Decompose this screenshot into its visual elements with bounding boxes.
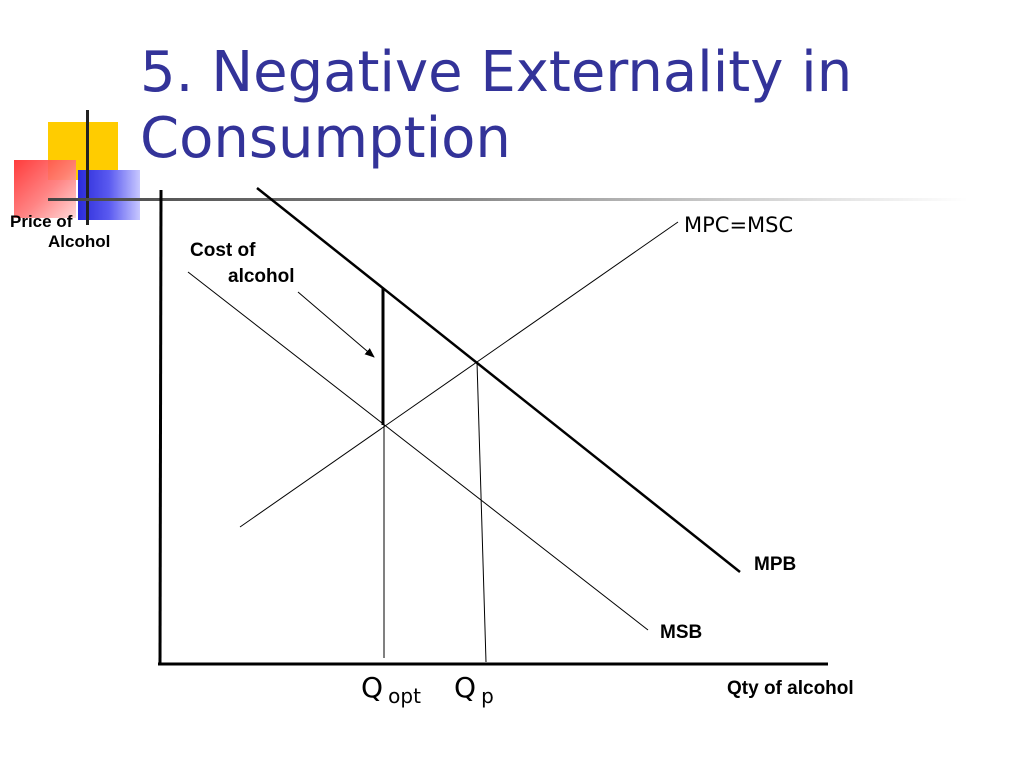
slide-title-line2: Consumption [140, 106, 511, 171]
msb-label: MSB [660, 622, 703, 643]
y-axis [158, 189, 163, 666]
y-axis-label: Price of Alcohol [10, 212, 110, 252]
decor-red-square [14, 160, 76, 218]
mpb-curve [256, 187, 741, 573]
q-p-label: Q p [454, 671, 494, 708]
y-axis-label-line2: Alcohol [48, 232, 111, 251]
q-opt-label: Q opt [361, 671, 421, 708]
cost-annotation-line2: alcohol [228, 266, 295, 287]
decor-vertical-rule [86, 110, 89, 225]
q-p-dropline [476, 361, 487, 663]
mpc-msc-curve [239, 221, 679, 528]
annotation-arrow [297, 291, 375, 358]
y-axis-label-line1: Price of [10, 212, 73, 231]
cost-annotation-line1: Cost of [190, 240, 256, 261]
slide-title: 5. Negative Externality in Consumption [140, 40, 1000, 172]
q-p-sub: p [481, 684, 494, 708]
slide-title-line1: 5. Negative Externality in [140, 40, 853, 105]
mpc-msc-label: MPC=MSC [684, 213, 794, 237]
q-opt-sub: opt [388, 684, 421, 708]
q-p-main: Q [454, 671, 477, 704]
q-opt-main: Q [361, 671, 384, 704]
mpb-label: MPB [754, 554, 797, 575]
x-axis-label: Qty of alcohol [727, 678, 854, 699]
decor-horizontal-rule [48, 198, 968, 201]
cost-annotation: Cost of alcohol [190, 238, 295, 290]
msb-curve [187, 271, 649, 631]
